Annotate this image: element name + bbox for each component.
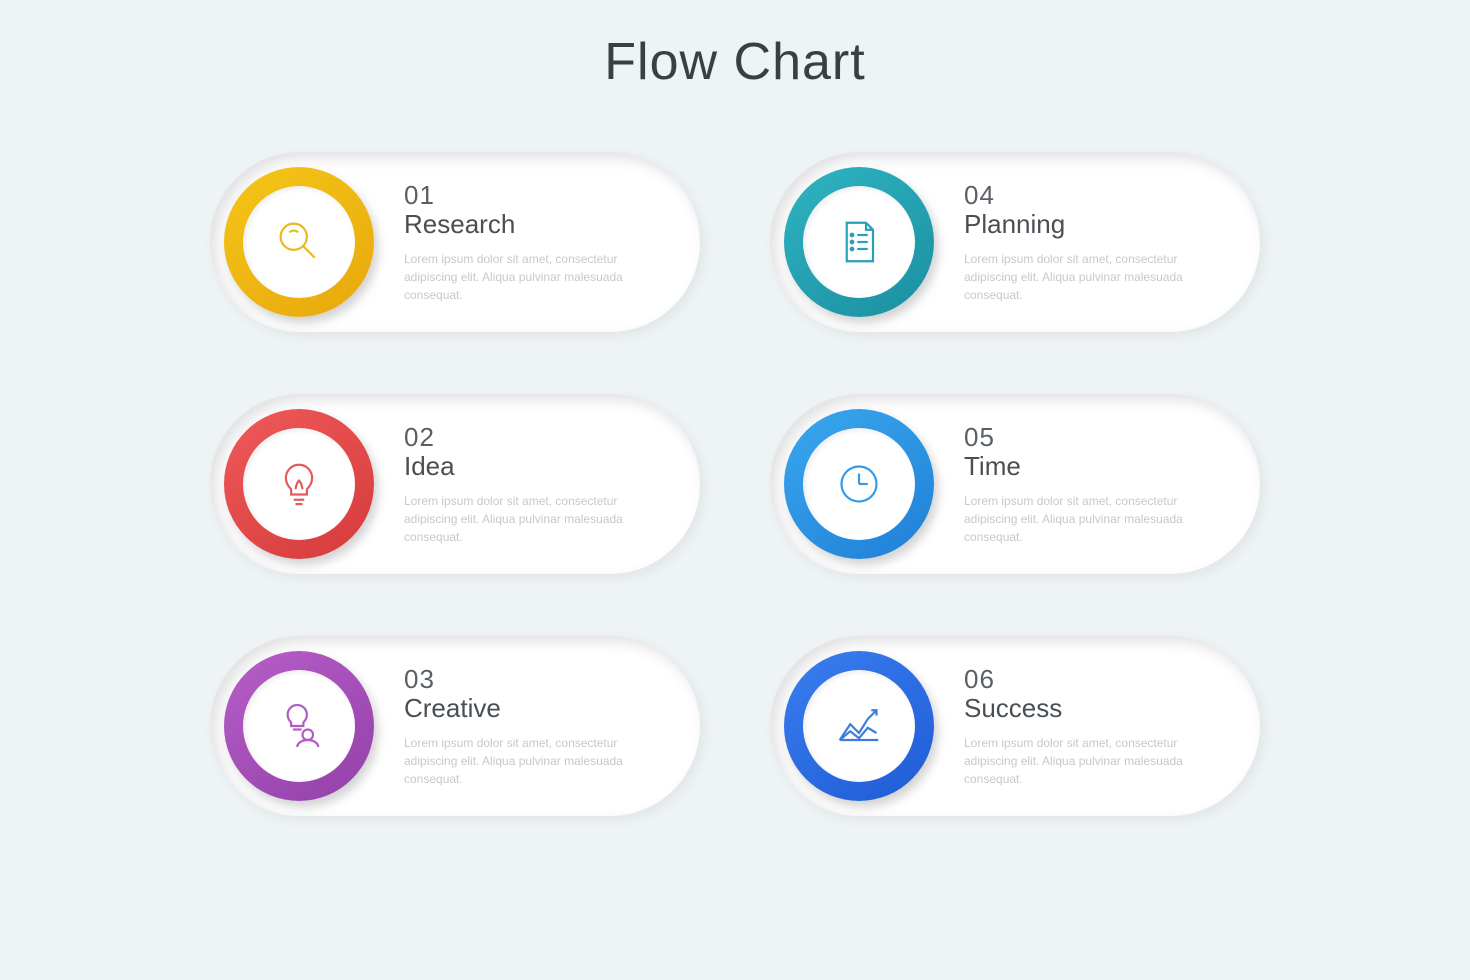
ring-planning	[784, 167, 934, 317]
ring-creative	[224, 651, 374, 801]
step-description: Lorem ipsum dolor sit amet, consectetur …	[404, 734, 660, 788]
ring-success	[784, 651, 934, 801]
step-label: Creative	[404, 693, 660, 724]
ring-idea	[224, 409, 374, 559]
magnifier-icon	[271, 214, 327, 270]
step-idea: 02 Idea Lorem ipsum dolor sit amet, cons…	[210, 394, 700, 574]
step-planning: 04 Planning Lorem ipsum dolor sit amet, …	[770, 152, 1260, 332]
steps-grid: 01 Research Lorem ipsum dolor sit amet, …	[0, 152, 1470, 816]
clock-icon	[831, 456, 887, 512]
step-label: Research	[404, 209, 660, 240]
step-label: Planning	[964, 209, 1220, 240]
text-block: 01 Research Lorem ipsum dolor sit amet, …	[404, 180, 700, 304]
step-research: 01 Research Lorem ipsum dolor sit amet, …	[210, 152, 700, 332]
step-label: Time	[964, 451, 1220, 482]
step-description: Lorem ipsum dolor sit amet, consectetur …	[964, 734, 1220, 788]
text-block: 05 Time Lorem ipsum dolor sit amet, cons…	[964, 422, 1260, 546]
ring-research	[224, 167, 374, 317]
text-block: 06 Success Lorem ipsum dolor sit amet, c…	[964, 664, 1260, 788]
ring-time	[784, 409, 934, 559]
growth-chart-icon	[831, 698, 887, 754]
step-description: Lorem ipsum dolor sit amet, consectetur …	[964, 250, 1220, 304]
person-bulb-icon	[271, 698, 327, 754]
icon-circle	[243, 670, 355, 782]
text-block: 02 Idea Lorem ipsum dolor sit amet, cons…	[404, 422, 700, 546]
step-number: 02	[404, 422, 660, 453]
step-number: 04	[964, 180, 1220, 211]
step-label: Success	[964, 693, 1220, 724]
step-description: Lorem ipsum dolor sit amet, consectetur …	[964, 492, 1220, 546]
step-number: 03	[404, 664, 660, 695]
step-time: 05 Time Lorem ipsum dolor sit amet, cons…	[770, 394, 1260, 574]
page-title: Flow Chart	[0, 0, 1470, 92]
step-success: 06 Success Lorem ipsum dolor sit amet, c…	[770, 636, 1260, 816]
document-list-icon	[831, 214, 887, 270]
step-creative: 03 Creative Lorem ipsum dolor sit amet, …	[210, 636, 700, 816]
icon-circle	[803, 670, 915, 782]
icon-circle	[243, 428, 355, 540]
step-label: Idea	[404, 451, 660, 482]
icon-circle	[803, 428, 915, 540]
step-description: Lorem ipsum dolor sit amet, consectetur …	[404, 492, 660, 546]
step-number: 06	[964, 664, 1220, 695]
icon-circle	[243, 186, 355, 298]
step-number: 01	[404, 180, 660, 211]
text-block: 03 Creative Lorem ipsum dolor sit amet, …	[404, 664, 700, 788]
step-number: 05	[964, 422, 1220, 453]
lightbulb-icon	[271, 456, 327, 512]
icon-circle	[803, 186, 915, 298]
step-description: Lorem ipsum dolor sit amet, consectetur …	[404, 250, 660, 304]
text-block: 04 Planning Lorem ipsum dolor sit amet, …	[964, 180, 1260, 304]
